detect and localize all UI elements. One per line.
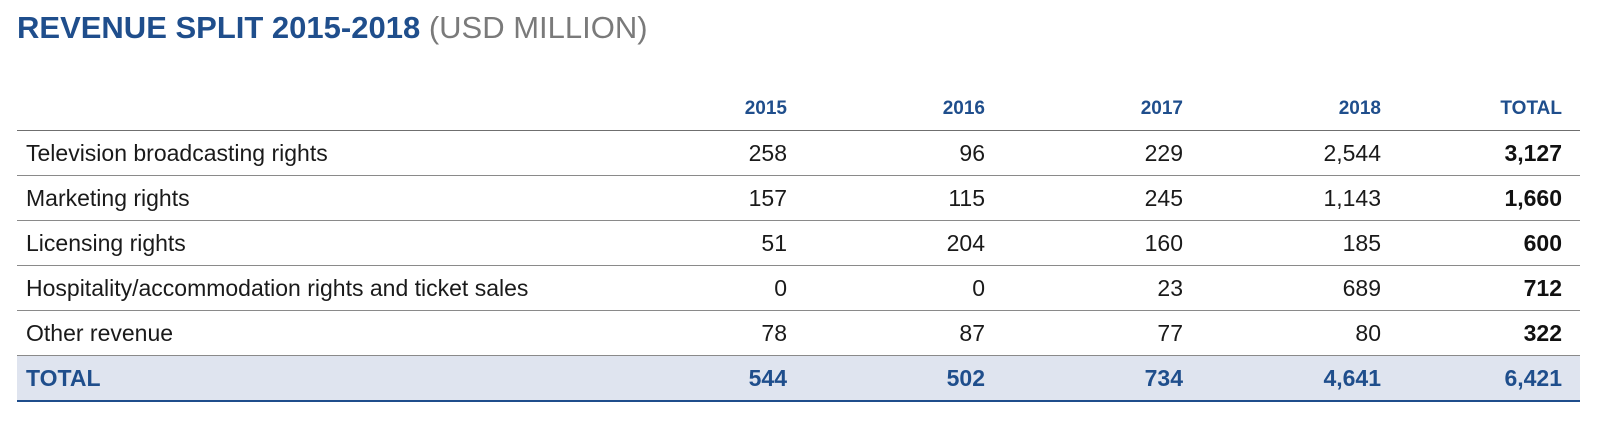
header-2018: 2018 (1191, 88, 1389, 131)
cell-2016: 115 (795, 175, 993, 221)
cell-2018: 2,544 (1191, 130, 1389, 176)
row-label: Television broadcasting rights (17, 130, 597, 176)
header-total: TOTAL (1389, 88, 1580, 131)
cell-2015: 258 (597, 130, 795, 176)
header-2017: 2017 (993, 88, 1191, 131)
header-2016: 2016 (795, 88, 993, 131)
page-title-unit: (USD MILLION) (428, 10, 648, 45)
cell-2018: 185 (1191, 220, 1389, 266)
cell-2016: 96 (795, 130, 993, 176)
cell-2016: 204 (795, 220, 993, 266)
revenue-table: 2015 2016 2017 2018 TOTAL Television bro… (17, 88, 1580, 402)
cell-total: 712 (1389, 265, 1580, 311)
table-row: Hospitality/accommodation rights and tic… (17, 265, 1580, 311)
total-2017: 734 (993, 355, 1191, 402)
total-row: TOTAL 544 502 734 4,641 6,421 (17, 355, 1580, 402)
cell-2018: 1,143 (1191, 175, 1389, 221)
header-label (17, 88, 597, 131)
total-row-label: TOTAL (17, 355, 597, 402)
cell-2015: 157 (597, 175, 795, 221)
cell-2015: 51 (597, 220, 795, 266)
table-header-row: 2015 2016 2017 2018 TOTAL (17, 88, 1580, 131)
table-row: Other revenue 78 87 77 80 322 (17, 310, 1580, 356)
page-title-main: REVENUE SPLIT 2015-2018 (17, 10, 421, 45)
cell-2017: 160 (993, 220, 1191, 266)
cell-2016: 87 (795, 310, 993, 356)
cell-2016: 0 (795, 265, 993, 311)
total-2016: 502 (795, 355, 993, 402)
cell-2017: 245 (993, 175, 1191, 221)
total-2015: 544 (597, 355, 795, 402)
cell-total: 600 (1389, 220, 1580, 266)
cell-2017: 77 (993, 310, 1191, 356)
header-2015: 2015 (597, 88, 795, 131)
cell-total: 3,127 (1389, 130, 1580, 176)
cell-2017: 229 (993, 130, 1191, 176)
cell-2015: 0 (597, 265, 795, 311)
cell-total: 1,660 (1389, 175, 1580, 221)
cell-total: 322 (1389, 310, 1580, 356)
table-row: Licensing rights 51 204 160 185 600 (17, 220, 1580, 266)
row-label: Marketing rights (17, 175, 597, 221)
cell-2018: 80 (1191, 310, 1389, 356)
grand-total: 6,421 (1389, 355, 1580, 402)
table-row: Television broadcasting rights 258 96 22… (17, 130, 1580, 176)
cell-2017: 23 (993, 265, 1191, 311)
row-label: Licensing rights (17, 220, 597, 266)
row-label: Other revenue (17, 310, 597, 356)
cell-2018: 689 (1191, 265, 1389, 311)
table-row: Marketing rights 157 115 245 1,143 1,660 (17, 175, 1580, 221)
cell-2015: 78 (597, 310, 795, 356)
page-title: REVENUE SPLIT 2015-2018 (USD MILLION) (17, 8, 648, 48)
row-label: Hospitality/accommodation rights and tic… (17, 265, 597, 311)
total-2018: 4,641 (1191, 355, 1389, 402)
